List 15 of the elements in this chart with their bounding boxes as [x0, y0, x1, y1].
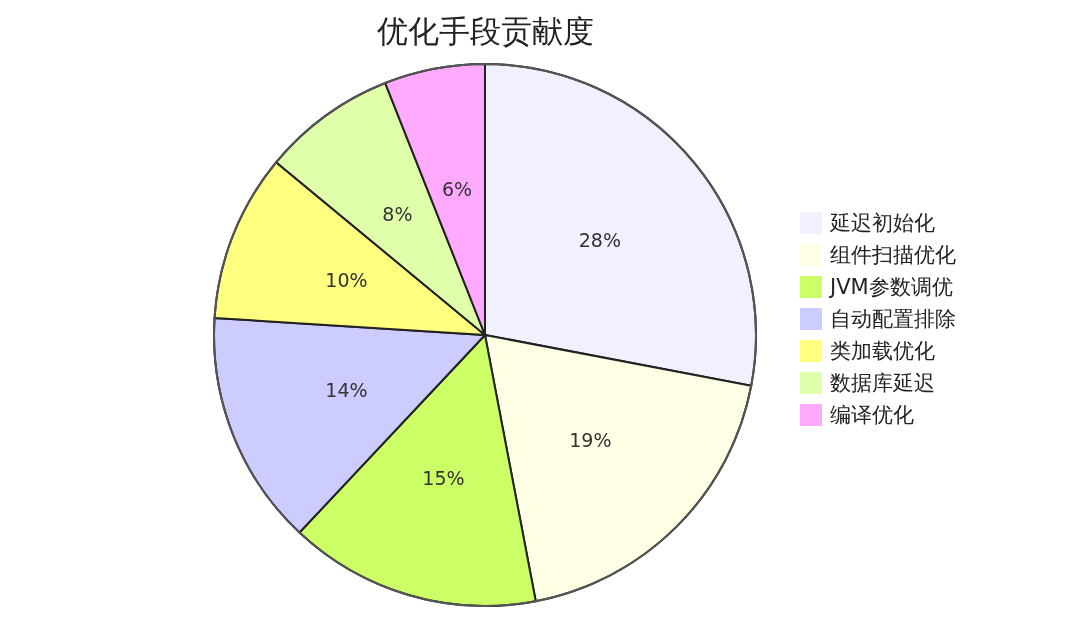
legend-label: 数据库延迟 — [830, 371, 935, 395]
legend-label: 类加载优化 — [830, 339, 935, 363]
data-label: 10% — [325, 269, 368, 292]
slice-label: 延迟初始化 — [829, 211, 935, 235]
data-label: 28% — [578, 228, 621, 251]
legend-label: JVM参数调优 — [828, 275, 953, 299]
chart-title: 优化手段贡献度 — [376, 13, 594, 49]
data-label: 14% — [325, 378, 368, 401]
data-label: 15% — [422, 467, 465, 490]
legend-label: 编译优化 — [830, 403, 914, 427]
legend-label: 自动配置排除 — [830, 307, 956, 331]
data-label: 8% — [382, 203, 413, 226]
legend-label: 组件扫描优化 — [830, 243, 956, 267]
data-label: 19% — [569, 429, 612, 452]
data-label: 6% — [441, 177, 473, 200]
